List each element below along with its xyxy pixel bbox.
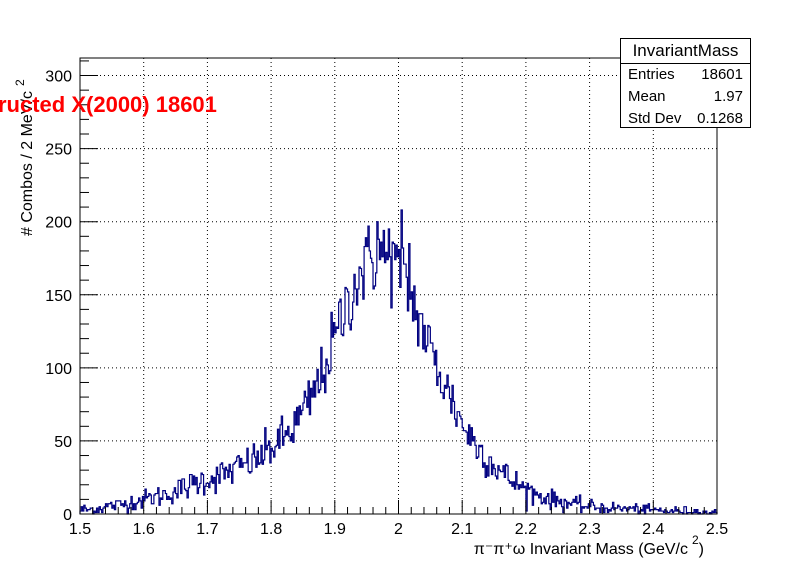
histogram-line — [79, 209, 718, 515]
x-axis-title-superscript: 2 — [692, 533, 699, 547]
stats-label: Mean — [628, 88, 666, 105]
stats-box-title: InvariantMass — [621, 39, 750, 64]
stats-value: 0.1268 — [697, 110, 743, 127]
x-tick-label: 1.5 — [69, 521, 91, 538]
y-tick-label: 0 — [63, 507, 72, 524]
y-tick-label: 150 — [45, 288, 72, 305]
x-tick-label: 2 — [394, 521, 403, 538]
x-tick-label: 2.5 — [706, 521, 728, 538]
x-axis-title: π⁻π⁺ω Invariant Mass (GeV/c2) — [474, 533, 704, 558]
x-axis: 1.5 1.6 1.7 1.8 1.9 2 2.1 2.2 2.3 2.4 2.5 — [69, 500, 728, 538]
x-tick-label: 2.1 — [451, 521, 473, 538]
x-tick-label: 2.3 — [578, 521, 600, 538]
grid-lines — [80, 58, 717, 514]
x-tick-label: 2.2 — [515, 521, 537, 538]
x-tick-label: 1.7 — [196, 521, 218, 538]
stats-row-mean: Mean 1.97 — [621, 86, 750, 108]
y-tick-label: 250 — [45, 142, 72, 159]
stats-label: Std Dev — [628, 110, 682, 127]
stats-value: 1.97 — [713, 88, 743, 105]
y-tick-label: 50 — [54, 434, 72, 451]
chart-title: ructed X(2000) 18601 — [0, 92, 217, 117]
stats-row-stddev: Std Dev 0.1268 — [621, 108, 750, 130]
y-tick-label: 300 — [45, 69, 72, 86]
y-axis: 0 50 100 150 200 250 300 — [45, 60, 98, 524]
stats-label: Entries — [628, 66, 675, 83]
x-axis-title-suffix: ) — [699, 541, 704, 558]
y-tick-label: 100 — [45, 361, 72, 378]
y-axis-title-superscript: 2 — [13, 79, 27, 86]
y-tick-label: 200 — [45, 215, 72, 232]
stats-row-entries: Entries 18601 — [621, 64, 750, 86]
x-tick-label: 1.6 — [133, 521, 155, 538]
x-tick-label: 1.8 — [260, 521, 282, 538]
stats-value: 18601 — [701, 66, 743, 83]
y-axis-title: # Combos / 2 MeV/c2 — [13, 79, 36, 236]
x-tick-label: 1.9 — [324, 521, 346, 538]
x-tick-label: 2.4 — [642, 521, 664, 538]
stats-box: InvariantMass Entries 18601 Mean 1.97 St… — [620, 38, 751, 128]
